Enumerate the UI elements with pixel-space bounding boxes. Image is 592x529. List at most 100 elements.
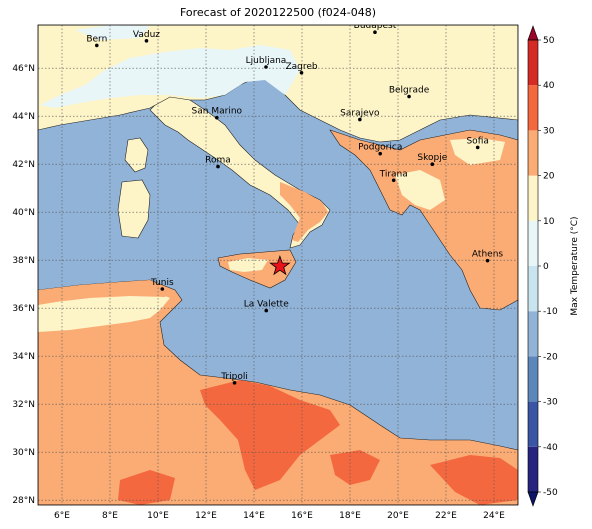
city-tripoli: Tripoli <box>220 372 248 385</box>
city-label: Roma <box>205 156 231 166</box>
lon-tick-label: 10°E <box>147 511 169 521</box>
city-dot-icon <box>215 115 219 120</box>
lon-tick-label: 6°E <box>54 511 70 521</box>
city-label: Vaduz <box>133 30 160 40</box>
lat-tick-label: 28°N <box>12 496 35 506</box>
colorbar-tick-label: -30 <box>543 398 558 408</box>
city-tirana: Tirana <box>379 169 408 183</box>
city-dot-icon <box>358 117 362 122</box>
colorbar-bin <box>528 175 538 221</box>
lat-tick-label: 40°N <box>12 208 35 218</box>
lon-tick-label: 14°E <box>243 511 265 521</box>
colorbar-bin <box>528 356 538 402</box>
colorbar-tick-label: 20 <box>543 172 555 182</box>
city-dot-icon <box>144 39 149 43</box>
colorbar-bin <box>528 130 538 176</box>
lon-tick-label: 20°E <box>387 511 409 521</box>
colorbar-over-arrow-icon <box>527 25 539 41</box>
colorbar-bin <box>528 311 538 357</box>
city-label: La Valette <box>244 300 289 310</box>
city-skopje: Skopje <box>417 153 448 166</box>
africa-hot-patch <box>430 455 518 505</box>
corsica-land <box>124 137 149 173</box>
colorbar-tick-label: -10 <box>543 307 558 317</box>
lon-tick-label: 24°E <box>483 511 505 521</box>
colorbar-tick-label: 0 <box>543 262 549 272</box>
alps-cold-band <box>75 25 150 40</box>
colorbar-bin <box>528 401 538 447</box>
map-gridlines <box>38 25 518 505</box>
lat-tick-label: 46°N <box>12 64 35 74</box>
city-ljubljana: Ljubljana <box>246 56 287 69</box>
city-dot-icon <box>264 308 269 313</box>
colorbar-tick-label: 50 <box>543 36 555 46</box>
city-dot-icon <box>391 178 396 183</box>
city-label: Ljubljana <box>246 56 287 66</box>
alps-cold-band <box>40 45 300 108</box>
balkans-warm <box>329 129 518 311</box>
lat-tick-label: 44°N <box>12 112 35 122</box>
colorbar-bin <box>528 220 538 266</box>
colorbar-label: Max Temperature (°C) <box>570 216 580 315</box>
city-dot-icon <box>216 164 220 169</box>
city-label: Tirana <box>379 169 408 179</box>
city-label: Athens <box>472 250 503 260</box>
lon-tick-label: 12°E <box>195 511 217 521</box>
colorbar-bin <box>528 40 538 86</box>
city-label: Budapest <box>354 21 397 31</box>
map-frame <box>37 24 519 506</box>
city-dot-icon <box>475 145 480 150</box>
colorbar-bin <box>528 85 538 131</box>
map-axes: 6°E 8°E 10°E 12°E 14°E 16°E 18°E 20°E 22°E 24°E 28… <box>12 64 505 521</box>
lon-tick-label: 18°E <box>339 511 361 521</box>
lat-tick-label: 36°N <box>12 304 35 314</box>
lon-tick-label: 8°E <box>102 511 118 521</box>
colorbar-tick-label: -40 <box>543 443 558 453</box>
map-title: Forecast of 2020122500 (f024-048) <box>179 6 377 19</box>
city-podgorica: Podgorica <box>358 143 402 156</box>
city-san-marino: San Marino <box>192 107 243 120</box>
colorbar-bin <box>528 446 538 492</box>
city-label: Bern <box>86 34 107 44</box>
city-dot-icon <box>95 43 99 48</box>
city-dot-icon <box>485 258 490 263</box>
africa-hot-patch <box>200 380 340 490</box>
italy-land <box>149 94 331 249</box>
city-vaduz: Vaduz <box>133 30 160 43</box>
balkans-cool-patch <box>395 170 445 210</box>
city-bern: Bern <box>86 34 107 48</box>
city-label: Sofia <box>466 136 488 146</box>
colorbar-tick-label: 10 <box>543 217 555 227</box>
city-budapest: Budapest <box>354 21 397 34</box>
city-tunis: Tunis <box>150 278 174 291</box>
city-roma: Roma <box>205 156 231 169</box>
lon-tick-label: 22°E <box>435 511 457 521</box>
lat-tick-label: 34°N <box>12 352 35 362</box>
africa-hot-patch <box>118 470 175 505</box>
city-label: Podgorica <box>358 143 402 153</box>
city-label: Tunis <box>150 278 174 288</box>
city-sofia: Sofia <box>466 136 489 150</box>
city-dot-icon <box>299 70 304 75</box>
city-dot-icon <box>232 381 237 385</box>
lon-tick-label: 16°E <box>291 511 313 521</box>
city-dot-icon <box>378 151 383 156</box>
city-dot-icon <box>264 65 268 69</box>
city-zagreb: Zagreb <box>285 62 318 75</box>
city-sarajevo: Sarajevo <box>340 109 380 122</box>
city-dot-icon <box>430 162 435 166</box>
colorbar-tick-label: -50 <box>543 488 558 498</box>
event-star-icon <box>269 254 291 276</box>
colorbar-tick-label: 40 <box>543 81 555 91</box>
colorbar-tick-label: 30 <box>543 126 555 136</box>
lat-tick-label: 30°N <box>12 448 35 458</box>
lat-tick-label: 42°N <box>12 160 35 170</box>
city-athens: Athens <box>472 250 503 263</box>
city-label: Belgrade <box>389 86 430 96</box>
maghreb-coast-band <box>38 280 170 304</box>
sardinia-land <box>117 179 151 239</box>
africa-hot-patch <box>330 450 380 485</box>
